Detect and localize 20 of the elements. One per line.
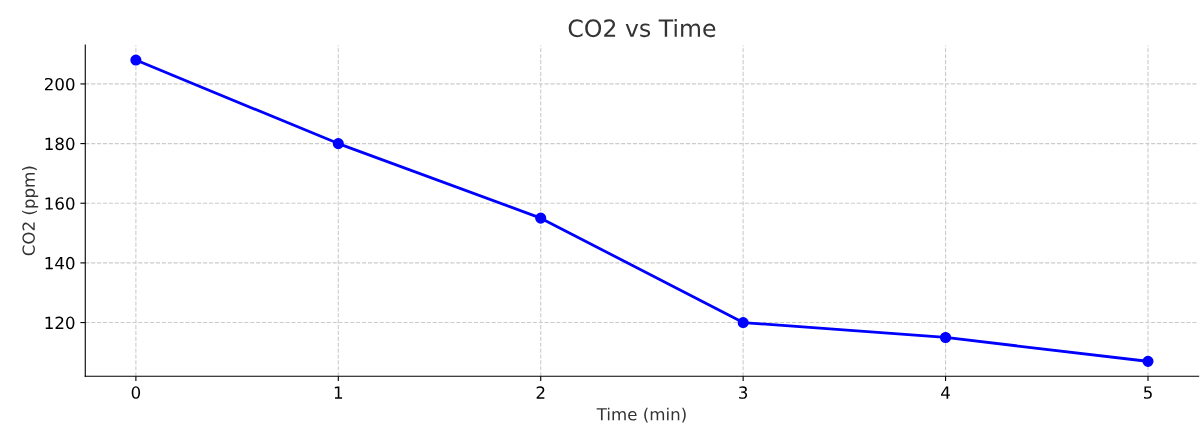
x-tick-label: 2 xyxy=(536,386,545,399)
point xyxy=(332,138,344,150)
point xyxy=(130,54,142,66)
y-tick-label: 120 xyxy=(45,316,75,330)
x-tick-label: 0 xyxy=(131,386,141,399)
point xyxy=(940,331,952,344)
y-axis-title: CO2 (ppm) xyxy=(22,166,39,256)
y-tick-label: 180 xyxy=(45,137,75,151)
x-axis-title: Time (min) xyxy=(596,407,686,423)
x-tick-label: 1 xyxy=(334,386,343,399)
y-tick-label: 200 xyxy=(44,77,75,91)
y-tick-label: 140 xyxy=(45,256,75,270)
chart-title: CO2 vs Time xyxy=(568,18,716,38)
point xyxy=(535,212,547,224)
x-tick-label: 3 xyxy=(739,386,748,399)
x-tick-label: 4 xyxy=(941,386,950,399)
x-tick-label: 5 xyxy=(1143,386,1152,399)
point xyxy=(737,317,749,329)
y-tick-label: 160 xyxy=(45,197,75,210)
point xyxy=(1142,355,1154,367)
